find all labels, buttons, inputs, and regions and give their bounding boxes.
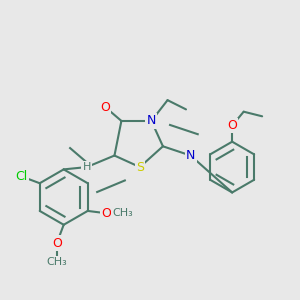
Text: CH₃: CH₃: [46, 257, 67, 267]
Text: N: N: [186, 149, 195, 162]
Text: O: O: [52, 237, 62, 250]
Text: O: O: [101, 207, 111, 220]
Text: O: O: [100, 100, 110, 114]
Text: O: O: [227, 119, 237, 132]
Text: Cl: Cl: [15, 170, 27, 183]
Text: CH₃: CH₃: [112, 208, 133, 218]
Text: S: S: [136, 160, 144, 174]
Text: N: N: [147, 114, 156, 128]
Text: H: H: [82, 162, 91, 172]
